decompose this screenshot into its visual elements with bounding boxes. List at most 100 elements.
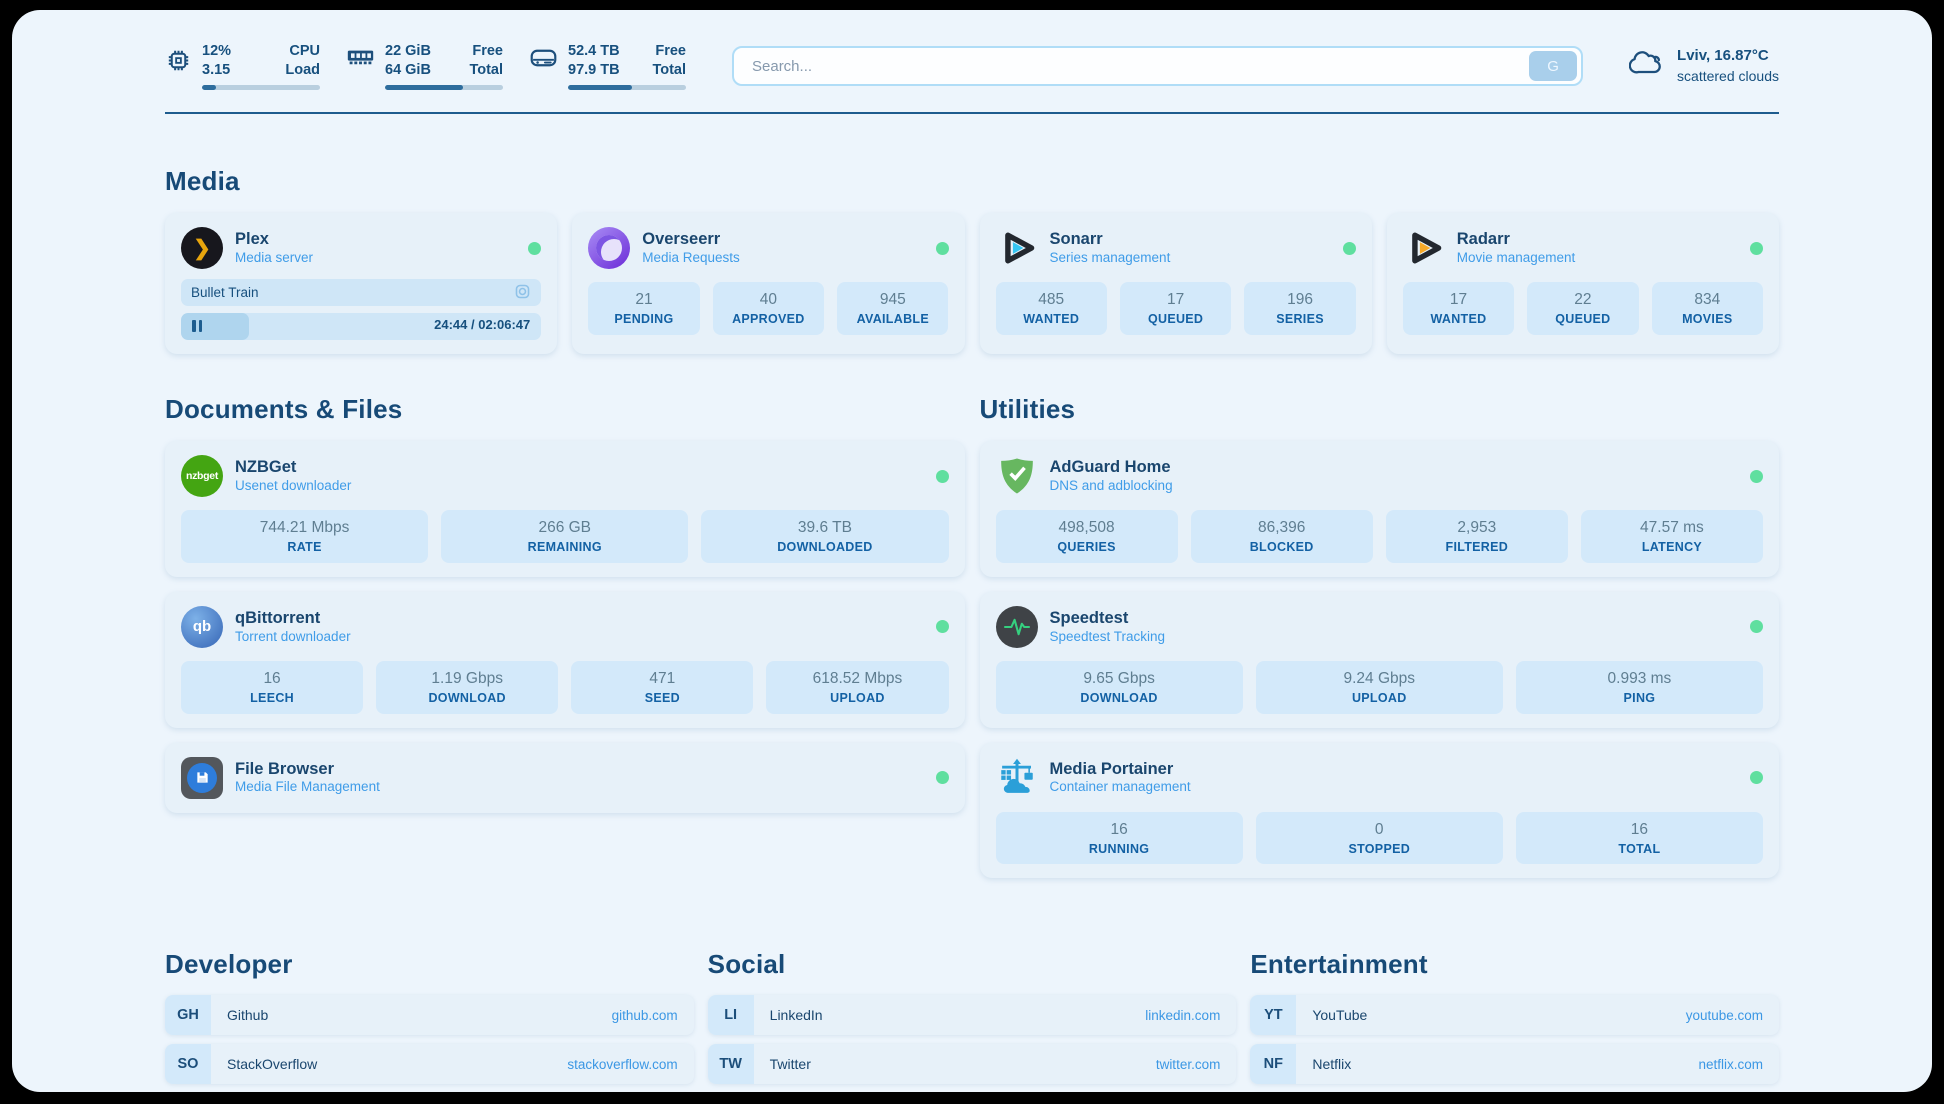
service-card-adguard[interactable]: AdGuard Home DNS and adblocking 498,508 Q… <box>979 441 1779 577</box>
stat-value: 1.19 Gbps <box>431 669 503 687</box>
developer-heading: Developer <box>165 949 293 980</box>
service-card-plex[interactable]: ❯ Plex Media server Bullet Train <box>165 213 558 354</box>
stat-box: 945 AVAILABLE <box>837 282 949 335</box>
service-name: Radarr <box>1456 230 1510 249</box>
disk-label-1: Free <box>655 43 686 60</box>
stat-box: 618.52 Mbps UPLOAD <box>766 660 949 714</box>
status-dot <box>1342 241 1356 255</box>
stat-label: MOVIES <box>1682 311 1733 326</box>
section-media: Media ❯ Plex Media server Bullet Train <box>165 166 1779 354</box>
stat-value: 0 <box>1374 820 1384 838</box>
bookmark-stackoverflow[interactable]: SO StackOverflow stackoverflow.com <box>165 1044 694 1085</box>
service-card-radarr[interactable]: Radarr Movie management 17 WANTED 22 QUEUE… <box>1386 213 1779 354</box>
weather-widget[interactable]: Lviv, 16.87°C scattered clouds <box>1628 46 1779 85</box>
service-card-overseerr[interactable]: Overseerr Media Requests 21 PENDING 40 APP… <box>572 213 965 354</box>
bookmark-abbr: LI <box>707 995 754 1036</box>
service-name: File Browser <box>235 759 335 778</box>
stat-label: DOWNLOADED <box>777 539 873 554</box>
pause-icon[interactable] <box>192 320 202 332</box>
cpu-label-1: CPU <box>289 43 320 60</box>
bookmark-abbr: NF <box>1250 1044 1297 1085</box>
bookmark-linkedin[interactable]: LI LinkedIn linkedin.com <box>707 995 1237 1036</box>
stat-box: 17 QUEUED <box>1119 282 1232 335</box>
bookmark-url: github.com <box>611 1007 678 1023</box>
stat-box: 47.57 ms LATENCY <box>1580 510 1763 563</box>
bookmark-twitter[interactable]: TW Twitter twitter.com <box>707 1044 1237 1085</box>
stat-value: 16 <box>263 669 281 687</box>
disk-progressbar <box>568 84 686 90</box>
bookmark-group-entertainment: Entertainment YT YouTube youtube.com NF … <box>1250 949 1779 1092</box>
service-description: Media Requests <box>642 249 740 265</box>
now-playing-expand-icon <box>514 283 531 303</box>
radarr-icon <box>1403 227 1445 269</box>
search-provider-button[interactable]: G <box>1529 51 1578 81</box>
search-input[interactable] <box>750 56 1530 76</box>
service-description: Media server <box>235 249 314 265</box>
resource-widgets: 12% 3.15 CPU Load <box>165 42 686 90</box>
service-card-speedtest[interactable]: Speedtest Speedtest Tracking 9.65 Gbps DO… <box>979 591 1779 728</box>
bookmark-abbr: SO <box>165 1044 211 1085</box>
now-playing-title: Bullet Train <box>191 285 259 300</box>
bookmark-url: stackoverflow.com <box>567 1056 678 1072</box>
stat-label: LATENCY <box>1641 539 1703 554</box>
search-bar: G <box>732 46 1584 86</box>
stat-value: 17 <box>1166 291 1185 308</box>
utilities-heading: Utilities <box>979 394 1076 424</box>
weather-condition: scattered clouds <box>1677 67 1779 84</box>
stat-label: RUNNING <box>1088 841 1150 856</box>
social-heading: Social <box>707 949 786 980</box>
stat-label: SERIES <box>1276 311 1324 326</box>
stat-box: 744.21 Mbps RATE <box>181 510 429 563</box>
service-card-portainer[interactable]: Media Portainer Container management 16 R… <box>979 742 1779 879</box>
stat-box: 21 PENDING <box>588 282 700 335</box>
status-dot <box>935 469 949 483</box>
stat-value: 39.6 TB <box>797 519 852 536</box>
status-dot <box>1750 620 1763 634</box>
bookmark-github[interactable]: GH Github github.com <box>165 995 694 1036</box>
bookmark-group-developer: Developer GH Github github.com SO StackO… <box>165 949 694 1092</box>
service-card-filebrowser[interactable]: File Browser Media File Management <box>165 742 965 813</box>
stat-label: UPLOAD <box>1351 690 1407 705</box>
cpu-load: 3.15 <box>202 62 231 78</box>
stat-label: QUEUED <box>1555 311 1611 326</box>
service-name: Media Portainer <box>1049 759 1174 778</box>
stat-label: REMAINING <box>527 539 602 554</box>
disk-icon <box>529 47 558 74</box>
portainer-icon <box>996 757 1038 799</box>
now-playing-time: 24:44 / 02:06:47 <box>434 317 531 332</box>
stat-box: 40 APPROVED <box>712 282 825 335</box>
dashboard-panel: 12% 3.15 CPU Load <box>12 10 1932 1092</box>
stat-label: PENDING <box>614 311 674 326</box>
bookmark-url: youtube.com <box>1685 1007 1763 1023</box>
cpu-label-2: Load <box>285 62 320 78</box>
entertainment-heading: Entertainment <box>1250 949 1428 980</box>
filebrowser-icon <box>181 756 223 799</box>
service-card-qbittorrent[interactable]: qb qBittorrent Torrent downloader 16 LEEC… <box>165 591 965 728</box>
stat-value: 485 <box>1038 291 1065 308</box>
stat-value: 0.993 ms <box>1607 669 1672 687</box>
bookmark-group-social: Social LI LinkedIn linkedin.com TW Twitt… <box>707 949 1237 1092</box>
service-name: qBittorrent <box>235 609 321 628</box>
stat-label: AVAILABLE <box>856 311 929 326</box>
status-dot <box>1750 469 1763 483</box>
status-dot <box>935 620 949 634</box>
service-card-nzbget[interactable]: nzbget NZBGet Usenet downloader 744.21 M… <box>165 441 965 577</box>
service-description: Container management <box>1049 779 1191 795</box>
memory-free: 22 GiB <box>385 43 431 60</box>
disk-free: 52.4 TB <box>568 43 620 60</box>
stat-label: BLOCKED <box>1249 539 1314 554</box>
cpu-icon <box>165 47 192 79</box>
bookmark-youtube[interactable]: YT YouTube youtube.com <box>1250 995 1779 1036</box>
stat-value: 945 <box>879 291 906 308</box>
bookmark-abbr: TW <box>707 1044 754 1085</box>
stat-value: 21 <box>635 291 653 308</box>
stat-value: 834 <box>1694 291 1721 308</box>
now-playing-bar: Bullet Train <box>181 279 542 306</box>
now-playing-progressbar[interactable]: 24:44 / 02:06:47 <box>181 313 542 340</box>
bookmark-netflix[interactable]: NF Netflix netflix.com <box>1250 1044 1779 1085</box>
service-card-sonarr[interactable]: Sonarr Series management 485 WANTED 17 QUE… <box>979 213 1372 354</box>
cpu-percent: 12% <box>202 43 232 60</box>
section-utilities: Utilities AdGuard Home DNS and adblockin… <box>979 394 1779 893</box>
stat-box: 196 SERIES <box>1244 282 1356 335</box>
